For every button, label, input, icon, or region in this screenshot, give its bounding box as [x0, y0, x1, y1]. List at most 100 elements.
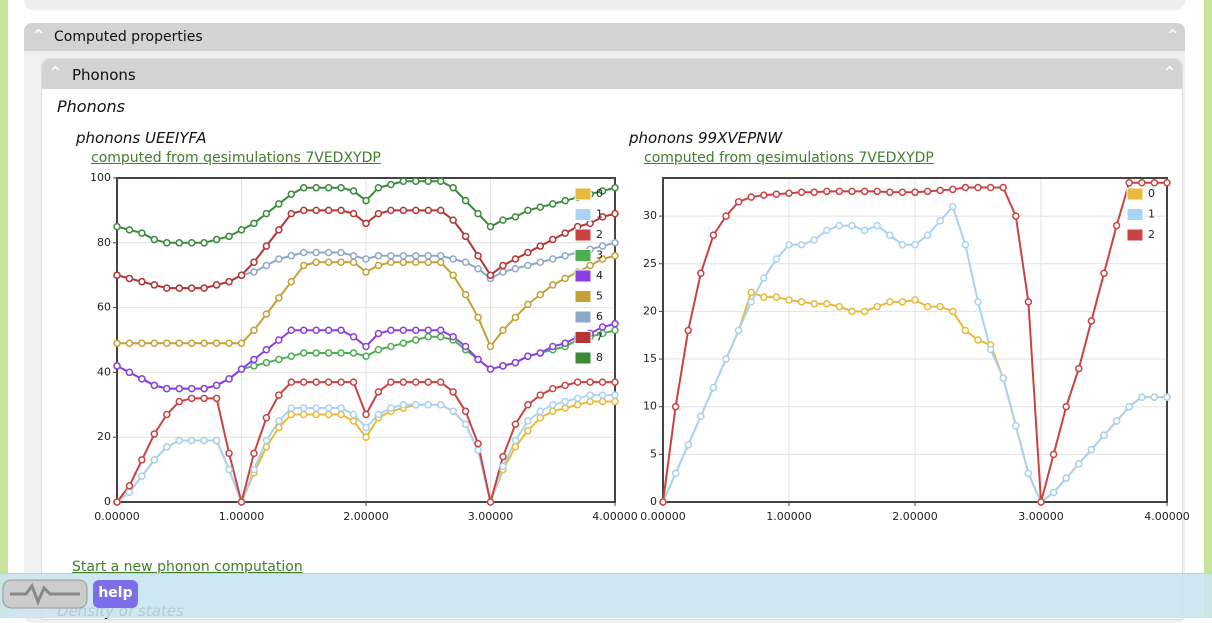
legend-swatch — [574, 290, 592, 303]
data-point — [449, 388, 457, 396]
previous-panel — [24, 0, 1185, 10]
collapse-icon[interactable]: ^ — [33, 28, 44, 43]
data-point — [324, 410, 333, 419]
data-point — [362, 255, 370, 263]
data-point — [349, 378, 358, 386]
data-point — [999, 183, 1007, 192]
data-point — [1150, 179, 1159, 187]
data-point — [187, 339, 196, 347]
data-point — [598, 255, 607, 263]
source-link[interactable]: computed from qesimulations 7VEDXYDP — [644, 150, 934, 166]
data-point — [598, 323, 607, 331]
data-point — [823, 300, 831, 308]
section-heading: Phonons — [57, 97, 125, 116]
data-point — [1075, 460, 1083, 468]
data-point — [449, 407, 457, 416]
data-point — [337, 326, 345, 335]
collapse-icon[interactable]: ^ — [1167, 28, 1178, 43]
data-point — [312, 248, 320, 257]
panel-header[interactable]: ^ Computed properties ^ — [24, 23, 1185, 51]
data-point — [424, 326, 432, 335]
data-point — [287, 378, 296, 386]
x-tick-label: 4.00000 — [1144, 510, 1190, 523]
data-point — [1112, 417, 1121, 425]
data-point — [113, 271, 121, 279]
data-point — [175, 397, 183, 406]
data-point — [524, 300, 532, 309]
data-point — [474, 439, 482, 448]
data-point — [536, 407, 545, 416]
data-point — [113, 339, 121, 347]
data-point — [573, 394, 582, 403]
data-point — [511, 358, 520, 367]
data-point — [138, 456, 146, 464]
data-point — [911, 240, 919, 249]
data-point — [1012, 212, 1020, 220]
legend-swatch — [574, 331, 592, 344]
legend-swatch — [574, 310, 592, 324]
collapse-icon[interactable]: ^ — [1164, 65, 1175, 80]
data-point — [399, 326, 408, 335]
legend-swatch — [574, 269, 592, 283]
data-point — [747, 193, 755, 201]
legend-swatch — [1126, 228, 1144, 242]
data-point — [362, 433, 370, 441]
data-point — [225, 449, 233, 458]
data-point — [598, 397, 607, 406]
data-point — [848, 221, 856, 230]
data-point — [449, 255, 457, 263]
data-point — [611, 183, 619, 192]
source-link[interactable]: computed from qesimulations 7VEDXYDP — [91, 150, 381, 166]
data-point — [797, 298, 806, 306]
data-point — [175, 339, 183, 347]
data-point — [212, 394, 221, 403]
data-point — [611, 252, 619, 260]
data-point — [747, 298, 755, 306]
data-point — [598, 242, 607, 250]
data-point — [886, 298, 894, 306]
data-point — [1087, 317, 1096, 325]
help-button[interactable]: help — [93, 580, 138, 608]
data-point — [524, 417, 532, 425]
data-point — [936, 186, 944, 195]
panel-header[interactable]: ^ Phonons ^ — [42, 59, 1182, 89]
data-point — [349, 349, 358, 357]
y-tick-label: 0 — [650, 495, 657, 508]
data-point — [312, 404, 320, 412]
data-point — [349, 187, 358, 195]
data-point — [387, 206, 395, 215]
y-tick-label: 30 — [643, 209, 657, 222]
data-point — [387, 342, 395, 351]
start-link[interactable]: Start a new phonon computation — [72, 559, 303, 575]
data-point — [387, 378, 395, 386]
legend-swatch — [574, 208, 592, 221]
logo — [2, 579, 88, 609]
data-point — [511, 213, 520, 221]
data-point — [1062, 402, 1070, 411]
data-point — [150, 430, 159, 438]
data-point — [499, 216, 507, 224]
data-point — [461, 420, 470, 428]
data-point — [586, 261, 594, 270]
plot-frame — [662, 177, 1168, 503]
data-point — [262, 443, 271, 451]
data-point — [138, 277, 146, 286]
data-point — [187, 394, 196, 403]
data-point — [524, 206, 532, 215]
data-point — [524, 426, 532, 435]
collapse-icon[interactable]: ^ — [50, 65, 61, 80]
data-point — [262, 414, 271, 422]
data-point — [324, 206, 333, 215]
data-point — [549, 407, 557, 416]
data-point — [225, 375, 233, 383]
data-point — [536, 258, 545, 266]
data-point — [461, 196, 470, 205]
data-point — [125, 339, 134, 347]
data-point — [250, 449, 258, 458]
logo-shape — [2, 579, 88, 609]
data-point — [300, 349, 308, 357]
data-point — [150, 381, 159, 390]
data-point — [835, 221, 844, 230]
data-point — [760, 274, 768, 282]
